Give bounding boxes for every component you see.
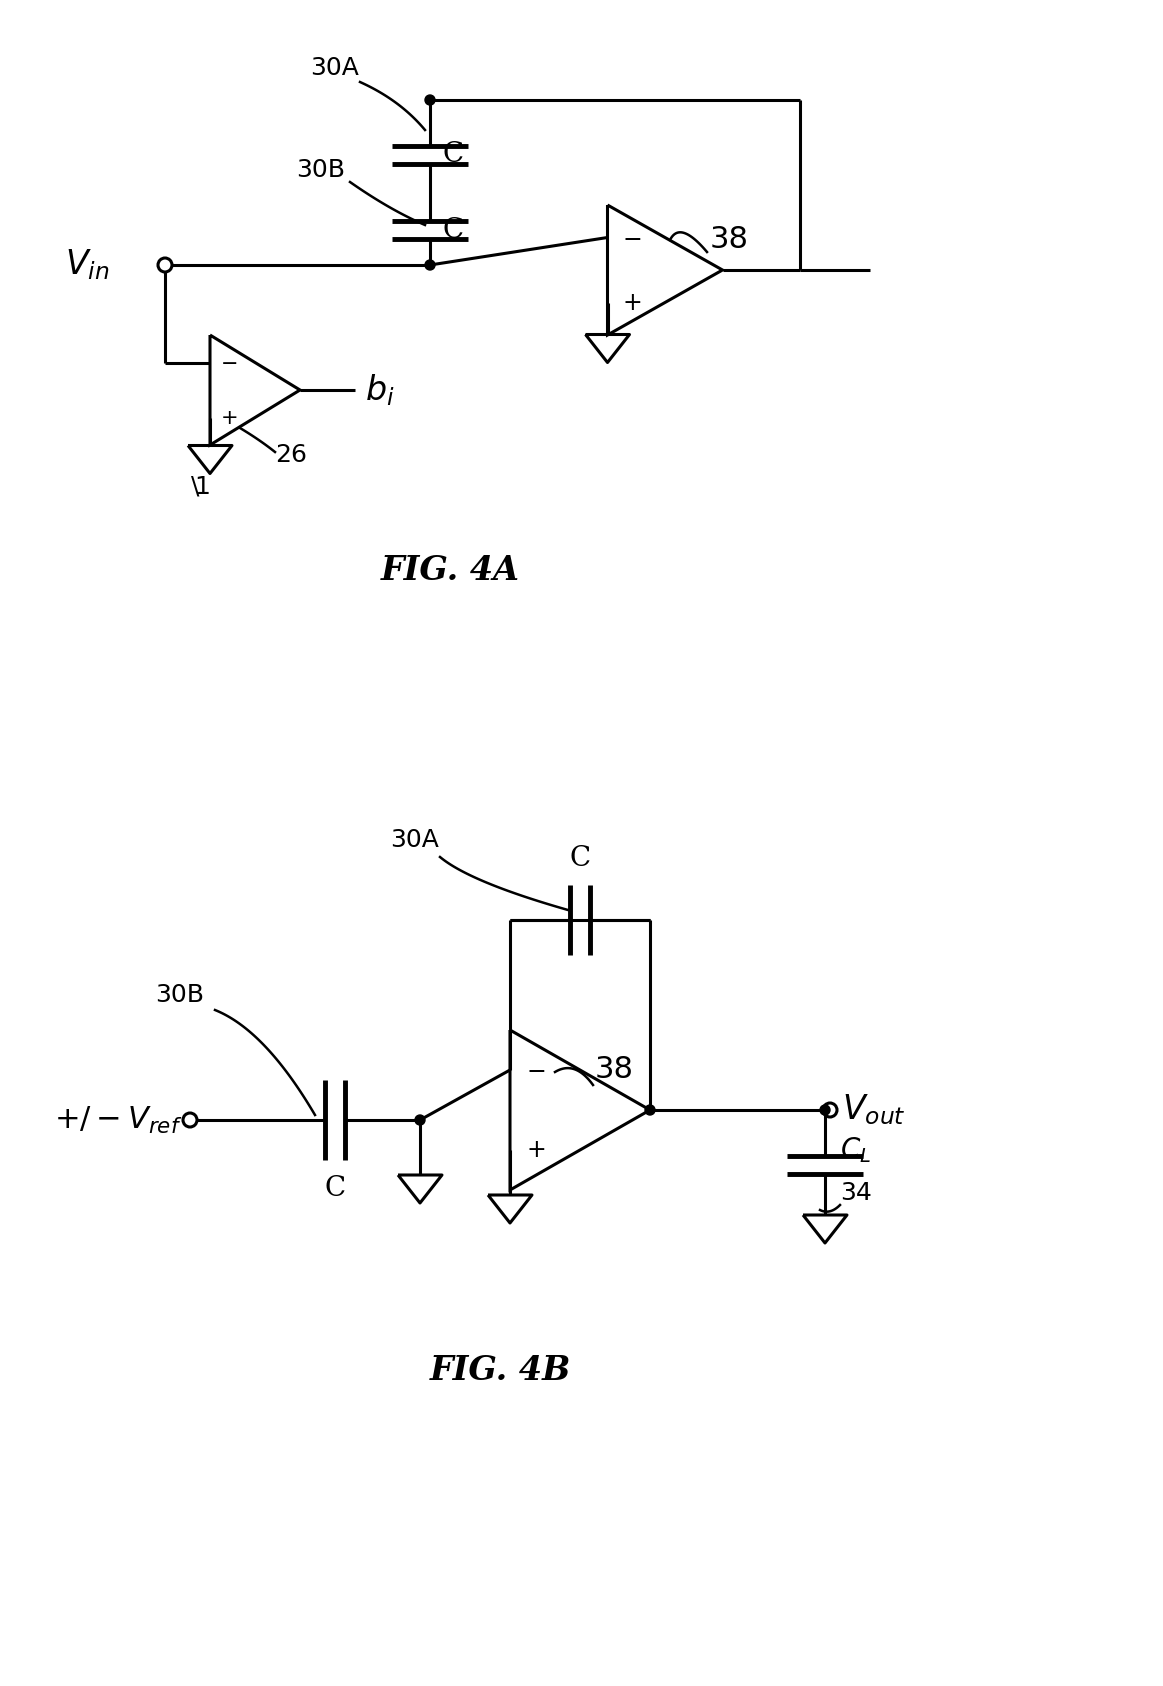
Circle shape <box>424 260 435 270</box>
Text: C: C <box>442 216 463 243</box>
Text: 34: 34 <box>840 1180 872 1205</box>
Text: C: C <box>570 845 591 872</box>
Text: FIG. 4A: FIG. 4A <box>380 553 520 587</box>
Text: $+$: $+$ <box>621 290 641 315</box>
Circle shape <box>183 1113 197 1126</box>
Text: $V_{in}$: $V_{in}$ <box>65 248 110 282</box>
Text: $+$: $+$ <box>526 1138 545 1162</box>
Circle shape <box>645 1104 655 1114</box>
Circle shape <box>415 1114 424 1125</box>
Text: 30A: 30A <box>311 56 359 79</box>
Text: $b_i$: $b_i$ <box>365 373 394 408</box>
Text: FIG. 4B: FIG. 4B <box>429 1354 571 1386</box>
Text: 26: 26 <box>274 443 307 467</box>
Circle shape <box>823 1103 837 1118</box>
Text: 30B: 30B <box>155 983 204 1007</box>
Text: $-$: $-$ <box>526 1059 545 1082</box>
Text: $-$: $-$ <box>220 352 237 373</box>
Text: 38: 38 <box>709 226 749 255</box>
Text: $\backslash\!1$: $\backslash\!1$ <box>190 475 211 499</box>
Text: $V_{out}$: $V_{out}$ <box>842 1093 906 1128</box>
Text: C: C <box>324 1175 345 1202</box>
Text: 30A: 30A <box>390 828 438 851</box>
Text: 38: 38 <box>595 1055 634 1084</box>
Circle shape <box>820 1104 830 1114</box>
Text: $C_L$: $C_L$ <box>840 1135 871 1165</box>
Text: C: C <box>442 142 463 169</box>
Text: 30B: 30B <box>297 158 345 182</box>
Circle shape <box>158 258 172 271</box>
Text: $+$: $+$ <box>220 408 237 428</box>
Text: $+/-V_{ref}$: $+/-V_{ref}$ <box>53 1104 181 1136</box>
Circle shape <box>424 94 435 105</box>
Text: $-$: $-$ <box>621 226 641 250</box>
